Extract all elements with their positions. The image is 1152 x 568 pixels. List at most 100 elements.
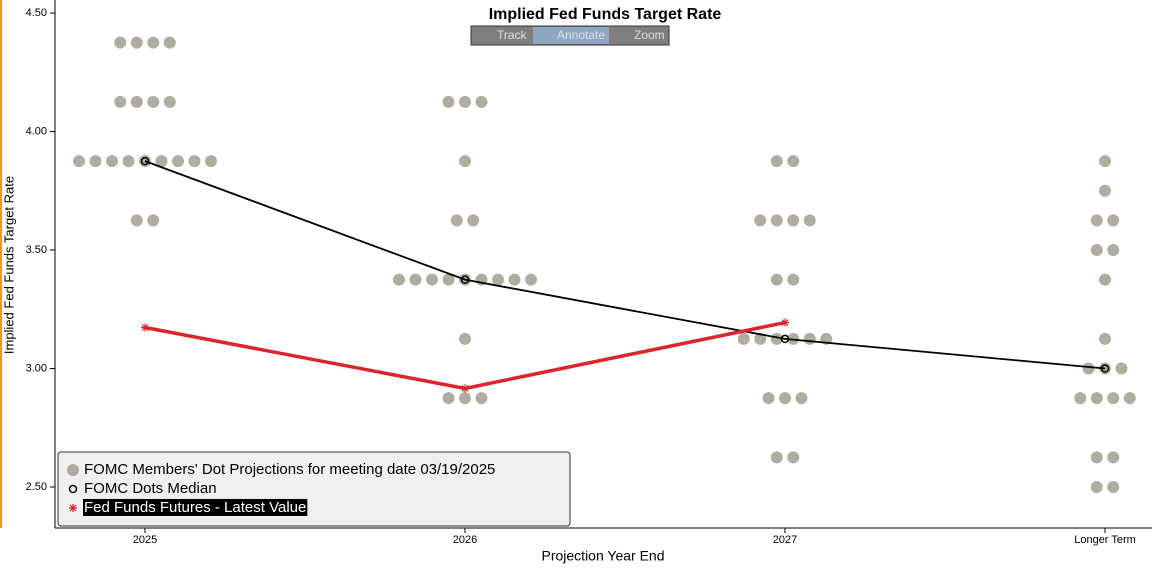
dot <box>163 95 176 108</box>
median-line <box>144 160 1106 370</box>
dot <box>1090 244 1103 257</box>
dot <box>114 95 127 108</box>
dot <box>147 214 160 227</box>
dot <box>508 273 521 286</box>
dot <box>754 332 767 345</box>
dot <box>737 332 750 345</box>
dot <box>106 155 118 168</box>
median-marker <box>460 275 470 284</box>
toolbar-button[interactable]: Annotate <box>557 28 605 42</box>
dot <box>155 155 168 168</box>
dot <box>1107 392 1120 405</box>
dot <box>467 214 480 227</box>
dot <box>1090 392 1103 405</box>
legend-label: FOMC Members' Dot Projections for meetin… <box>84 461 495 478</box>
dot <box>525 273 537 286</box>
x-tick-label: 2026 <box>453 534 477 546</box>
dot <box>770 214 783 227</box>
dot <box>1107 451 1120 464</box>
dot <box>442 95 455 108</box>
dot <box>787 451 800 464</box>
legend-label: Fed Funds Futures - Latest Value <box>84 499 306 516</box>
dot <box>492 273 504 286</box>
dot <box>393 273 405 286</box>
futures-marker <box>781 318 789 327</box>
dot <box>409 273 422 286</box>
dot <box>147 95 160 108</box>
dot <box>1115 362 1128 375</box>
dot <box>147 36 160 49</box>
dot <box>1107 214 1120 227</box>
dot <box>442 392 455 405</box>
y-tick-label: 3.00 <box>26 362 47 374</box>
dot <box>795 392 808 405</box>
x-tick-label: 2025 <box>133 534 157 546</box>
dot <box>762 392 775 405</box>
toolbar-active <box>533 27 609 44</box>
dot <box>1107 481 1120 494</box>
dot <box>163 36 176 49</box>
x-tick-label: Longer Term <box>1074 534 1136 546</box>
dot <box>114 36 127 49</box>
futures-line <box>144 320 786 391</box>
dot <box>779 392 791 405</box>
dot <box>770 451 783 464</box>
dot <box>426 273 438 286</box>
dot <box>442 273 455 286</box>
legend-marker <box>68 484 78 494</box>
toolbar-button[interactable]: Zoom <box>634 28 665 42</box>
dot <box>459 332 471 345</box>
dot <box>787 273 800 286</box>
dot <box>770 332 783 345</box>
dot <box>1107 244 1120 257</box>
dot <box>130 95 143 108</box>
dot <box>1099 184 1111 197</box>
dot <box>459 95 471 108</box>
dot <box>787 155 800 168</box>
dot <box>172 155 184 168</box>
dot <box>459 392 471 405</box>
dot <box>1099 273 1111 286</box>
median-marker <box>140 156 150 166</box>
dot <box>1099 155 1111 168</box>
toolbar: Track Annotate Zoom <box>470 25 670 46</box>
dot <box>1074 392 1087 405</box>
dot <box>770 155 783 168</box>
y-tick-label: 4.50 <box>26 7 47 19</box>
x-tick-label: 2027 <box>773 534 797 546</box>
dot <box>475 95 488 108</box>
y-tick-label: 3.50 <box>26 244 47 256</box>
dot <box>475 392 488 405</box>
dot <box>122 155 135 168</box>
dot <box>205 155 217 168</box>
dot <box>1082 362 1095 375</box>
dot <box>1090 214 1103 227</box>
legend-marker <box>67 464 79 476</box>
dot <box>73 155 85 168</box>
dot <box>803 214 816 227</box>
dot <box>130 36 143 49</box>
dot <box>1090 481 1103 494</box>
dot <box>450 214 463 227</box>
legend-highlight <box>83 498 308 516</box>
dot <box>770 273 783 286</box>
dot <box>787 214 800 227</box>
futures-marker <box>141 323 149 332</box>
legend-marker <box>69 504 77 512</box>
median-marker <box>780 334 790 344</box>
dot <box>803 332 816 345</box>
x-axis-label: Projection Year End <box>542 548 665 564</box>
dot <box>754 214 767 227</box>
median-marker <box>1100 364 1110 373</box>
y-tick-label: 4.00 <box>26 125 47 137</box>
futures-marker <box>461 384 469 393</box>
y-tick-label: 2.50 <box>26 481 47 493</box>
dot <box>130 214 143 227</box>
dot <box>1090 451 1103 464</box>
dot <box>1123 392 1136 405</box>
legend-label: FOMC Dots Median <box>84 480 217 497</box>
dot <box>459 155 471 168</box>
chart-title: Implied Fed Funds Target Rate <box>489 6 722 23</box>
toolbar-button[interactable]: Track <box>497 28 528 42</box>
